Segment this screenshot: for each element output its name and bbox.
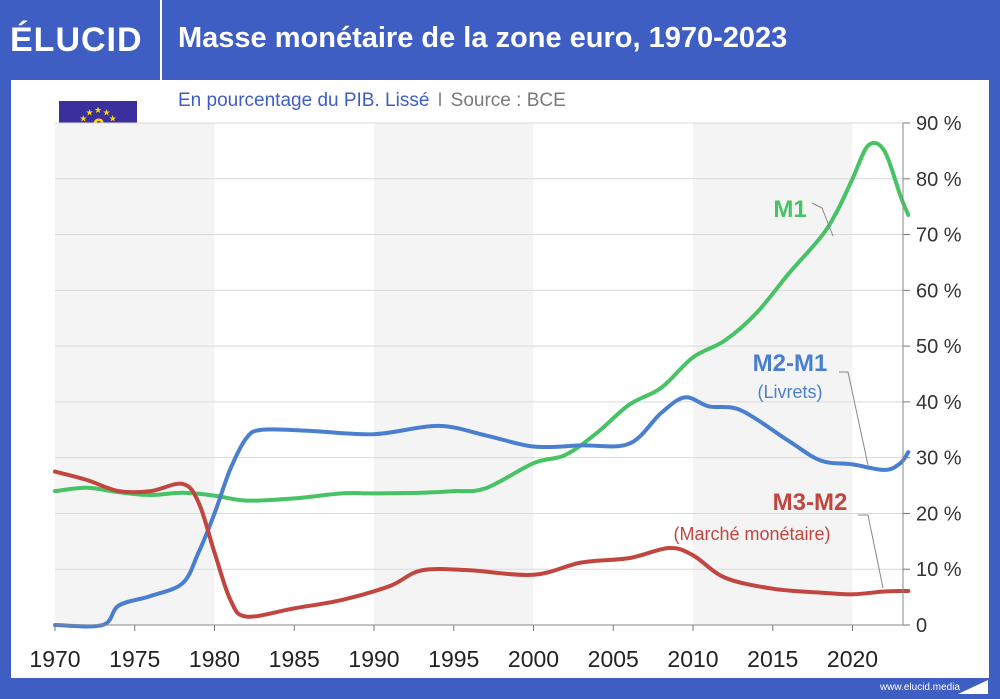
y-tick-label: 20 % <box>916 503 962 525</box>
y-tick-label: 10 % <box>916 559 962 581</box>
leader-line <box>839 371 869 466</box>
footer-url[interactable]: www.elucid.media <box>879 682 960 693</box>
x-tick-label: 2010 <box>667 646 718 672</box>
y-tick-label: 50 % <box>916 336 962 358</box>
flag-star: ★ <box>94 105 102 115</box>
series-note-m3-m2: (Marché monétaire) <box>673 524 830 544</box>
header-bar: ÉLUCID Masse monétaire de la zone euro, … <box>0 0 1000 80</box>
x-tick-label: 1985 <box>269 646 320 672</box>
series-label-m2-m1: M2-M1 <box>753 350 828 377</box>
header-divider <box>160 0 162 80</box>
y-tick-label: 0 <box>916 615 927 637</box>
x-tick-label: 1975 <box>109 646 160 672</box>
y-tick-label: 80 % <box>916 169 962 191</box>
brand-logo[interactable]: ÉLUCID <box>10 21 143 59</box>
x-tick-label: 2015 <box>747 646 798 672</box>
x-tick-label: 2000 <box>508 646 559 672</box>
series-line-m1 <box>53 140 911 503</box>
series-lines <box>53 140 911 629</box>
brand-mark-icon <box>958 680 988 694</box>
flag-star: ★ <box>109 114 117 124</box>
shaded-band <box>693 123 853 625</box>
flag-star: ★ <box>85 107 93 117</box>
y-tick-label: 90 % <box>916 113 962 135</box>
shaded-band <box>374 123 534 625</box>
series-line-m3-m2 <box>53 469 911 619</box>
subtitle-separator: I <box>437 90 443 111</box>
leader-line <box>811 202 834 237</box>
shaded-band <box>55 123 215 625</box>
x-tick-label: 1990 <box>348 646 399 672</box>
chart-title: Masse monétaire de la zone euro, 1970-20… <box>178 22 788 54</box>
series-label-m3-m2: M3-M2 <box>773 489 848 516</box>
series-note-m2-m1: (Livrets) <box>757 382 822 402</box>
shaded-bands <box>55 123 853 625</box>
y-tick-label: 70 % <box>916 225 962 247</box>
y-tick-label: 30 % <box>916 448 962 470</box>
y-tick-label: 60 % <box>916 280 962 302</box>
x-tick-label: 1995 <box>428 646 479 672</box>
x-tick-label: 2005 <box>588 646 639 672</box>
axes: 0 10 % 20 % 30 % 40 % 50 % 60 % 70 % 80 % 90 % 197… <box>29 113 961 672</box>
x-tick-label: 1970 <box>29 646 80 672</box>
annotations: M1 M2-M1 (Livrets) M3-M2 (Marché monétaire) <box>673 196 884 589</box>
series-label-m1: M1 <box>773 196 806 223</box>
x-tick-label: 2020 <box>827 646 878 672</box>
y-tick-label: 40 % <box>916 392 962 414</box>
leader-line <box>858 514 884 589</box>
flag-star: ★ <box>102 107 110 117</box>
flag-star: ★ <box>79 114 87 124</box>
source-text: Source : BCE <box>450 90 566 111</box>
subtitle-text: En pourcentage du PIB. Lissé <box>178 90 430 111</box>
series-line-m2-m1 <box>53 395 911 629</box>
chart-subtitle: En pourcentage du PIB. Lissé I Source : BC… <box>178 90 566 112</box>
x-tick-label: 1980 <box>189 646 240 672</box>
